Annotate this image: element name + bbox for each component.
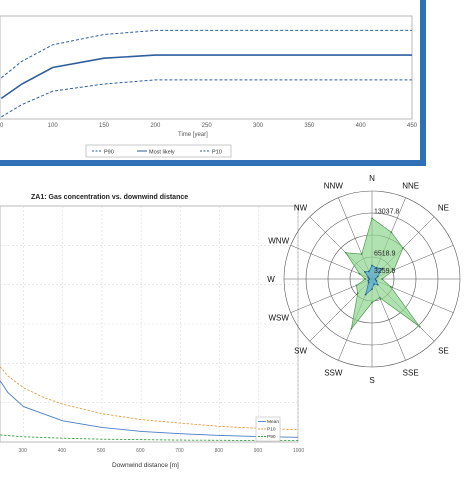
gas-concentration-chart: ZA1: Gas concentration vs. downwind dist… bbox=[0, 194, 305, 469]
radar-point bbox=[390, 231, 393, 234]
direction-label: S bbox=[369, 376, 374, 385]
direction-label: SW bbox=[294, 346, 307, 355]
x-tick-label: 800 bbox=[215, 448, 224, 454]
x-tick-label: 700 bbox=[175, 448, 184, 454]
chart-title: ZA1: Gas concentration vs. downwind dist… bbox=[31, 194, 188, 201]
chart-panel-time-series: 0 100 150 200 250 300 350 400 450 Time [year] P9… bbox=[0, 0, 426, 166]
radar-point bbox=[371, 264, 373, 267]
series-line-mean bbox=[0, 380, 299, 438]
x-tick-label: 100 bbox=[48, 123, 59, 129]
radar-point bbox=[381, 267, 384, 270]
direction-label: SSW bbox=[324, 368, 343, 377]
plot-area bbox=[0, 15, 413, 120]
radar-point bbox=[367, 276, 370, 279]
radar-point bbox=[364, 293, 367, 296]
radar-point bbox=[373, 283, 375, 285]
ring-labels: 13037.8 6518.9 3259.5 bbox=[374, 208, 399, 275]
radar-point bbox=[344, 251, 347, 254]
chart-panel-inner: 0 100 150 200 250 300 350 400 450 Time [year] P9… bbox=[0, 0, 420, 160]
legend-label: Most likely bbox=[149, 150, 175, 156]
radar-point bbox=[375, 279, 378, 282]
radar-point bbox=[368, 270, 370, 273]
direction-label: SE bbox=[438, 346, 449, 355]
grid bbox=[0, 206, 299, 442]
series-lines bbox=[0, 366, 299, 442]
radar-point bbox=[378, 296, 381, 299]
legend-label: P90 bbox=[267, 434, 276, 440]
x-tick-label: 0 bbox=[0, 123, 4, 129]
wind-rose-chart: 13037.8 6518.9 3259.5 N NNE NE SE SSE S SSW SW WSW… bbox=[267, 174, 461, 385]
x-tick-label: 400 bbox=[356, 123, 367, 129]
direction-labels: N NNE NE SE SSE S SSW SW WSW W WNW NW NNW bbox=[267, 174, 449, 385]
radar-spoke bbox=[290, 245, 373, 280]
x-tick-label: 600 bbox=[136, 448, 145, 454]
radar-point bbox=[376, 283, 379, 286]
series-lines bbox=[0, 29, 412, 118]
ring-label: 3259.5 bbox=[374, 268, 396, 275]
radar-point bbox=[418, 325, 421, 328]
direction-label: SSE bbox=[403, 368, 419, 377]
x-tick-labels: 0 100 150 200 250 300 350 400 450 bbox=[0, 123, 418, 129]
legend-label: P90 bbox=[104, 150, 114, 156]
x-tick-labels: 300 400 500 600 700 800 900 1000 bbox=[19, 448, 305, 454]
radar-point bbox=[367, 279, 370, 282]
x-tick-label: 900 bbox=[254, 448, 263, 454]
series-line-p90 bbox=[0, 434, 298, 442]
series-line-most-likely bbox=[0, 54, 412, 100]
series-line-p10 bbox=[0, 366, 299, 431]
radar-point bbox=[363, 270, 366, 273]
time-series-chart: 0 100 150 200 250 300 350 400 450 Time [year] P9… bbox=[0, 15, 418, 158]
radar-point bbox=[375, 266, 378, 269]
radar-series bbox=[344, 217, 421, 330]
x-tick-label: 500 bbox=[97, 448, 106, 454]
direction-label: NNW bbox=[324, 182, 344, 191]
legend-label: P10 bbox=[267, 427, 276, 433]
legend-box bbox=[85, 144, 232, 158]
radar-point bbox=[360, 253, 363, 255]
series-line-p90 bbox=[0, 29, 412, 79]
direction-label: N bbox=[369, 174, 375, 183]
direction-label: WNW bbox=[268, 236, 289, 245]
radar-point bbox=[350, 327, 353, 330]
x-tick-label: 400 bbox=[58, 448, 67, 454]
legend: P90 Most likely P10 bbox=[85, 144, 232, 158]
radar-point bbox=[376, 275, 379, 278]
radar-point bbox=[374, 278, 377, 280]
radar-point bbox=[392, 269, 395, 271]
x-axis-label: Time [year] bbox=[178, 132, 208, 138]
direction-label: NE bbox=[438, 204, 449, 213]
ring-label: 13037.8 bbox=[374, 208, 399, 215]
chart-panel-gas-concentration: ZA1: Gas concentration vs. downwind dist… bbox=[0, 188, 307, 474]
x-tick-label: 150 bbox=[99, 123, 110, 129]
x-tick-label: 300 bbox=[19, 448, 28, 454]
x-tick-label: 350 bbox=[304, 123, 315, 129]
x-axis-label: Downwind distance [m] bbox=[112, 462, 179, 469]
radar-point bbox=[371, 217, 373, 220]
x-tick-label: 200 bbox=[150, 123, 161, 129]
radar-point bbox=[389, 285, 392, 288]
radar-point bbox=[371, 301, 373, 304]
direction-label: W bbox=[267, 275, 275, 284]
radar-point bbox=[402, 247, 404, 249]
radar-point bbox=[356, 292, 359, 295]
direction-label: NNE bbox=[402, 182, 419, 191]
x-tick-label: 450 bbox=[407, 123, 418, 129]
ring-label: 6518.9 bbox=[374, 251, 396, 258]
radar-point bbox=[371, 288, 373, 291]
direction-label: WSW bbox=[268, 314, 289, 323]
x-tick-label: 1000 bbox=[293, 448, 304, 454]
radar-point bbox=[381, 278, 384, 280]
radar-point bbox=[364, 278, 367, 280]
radar-point bbox=[355, 284, 358, 287]
x-tick-label: 300 bbox=[253, 123, 264, 129]
legend-label: P10 bbox=[212, 150, 222, 156]
radar-point bbox=[367, 281, 370, 284]
radar-point bbox=[368, 278, 371, 280]
radar-point bbox=[358, 272, 361, 275]
legend-label: Mean bbox=[267, 419, 279, 425]
direction-label: NW bbox=[294, 204, 308, 213]
x-tick-label: 250 bbox=[202, 123, 213, 129]
